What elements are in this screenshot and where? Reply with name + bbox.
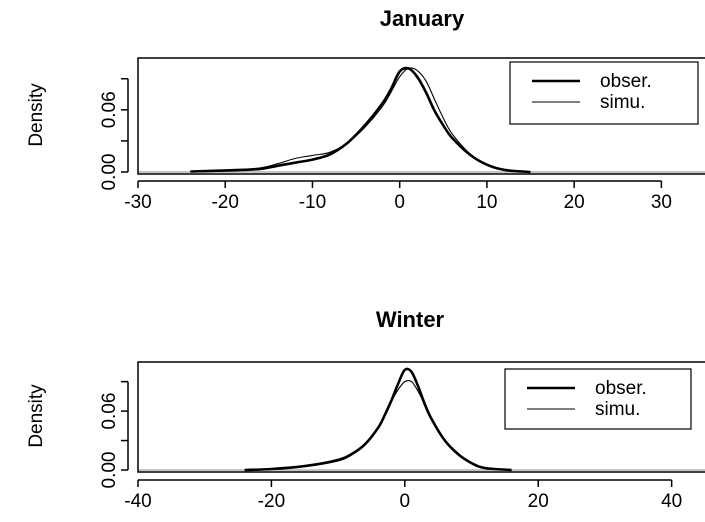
y-tick-label: 0.06 xyxy=(99,91,120,128)
panel-january: January Density -30 -20 -10 0 10 20 30 0.000.0… xyxy=(26,6,705,213)
y-axis-label: Density xyxy=(26,83,47,147)
x-axis: -30 -20 -10 0 10 20 30 xyxy=(124,180,672,213)
series-group xyxy=(138,367,705,472)
x-tick-label: -30 xyxy=(124,192,151,213)
y-tick-label: 0.00 xyxy=(99,154,120,191)
series-line-obser xyxy=(190,66,531,174)
plot-frame xyxy=(137,57,705,175)
x-tick-label: 20 xyxy=(528,491,549,512)
legend-box xyxy=(509,61,699,125)
legend-label: obser. xyxy=(600,71,652,92)
legend: obser.simu. xyxy=(504,368,692,430)
legend-box xyxy=(504,368,692,430)
legend: obser.simu. xyxy=(509,61,699,125)
legend-label: simu. xyxy=(595,399,640,420)
x-tick-label: -20 xyxy=(258,491,285,512)
x-tick-label: -10 xyxy=(299,192,326,213)
series-line-obser xyxy=(244,367,512,472)
x-tick-label: -20 xyxy=(211,192,238,213)
x-tick-label: 30 xyxy=(651,192,672,213)
legend-label: obser. xyxy=(595,378,647,399)
y-axis: 0.00 0.06 xyxy=(99,77,129,191)
y-tick-label: 0.06 xyxy=(99,393,120,430)
legend-label: simu. xyxy=(600,92,645,113)
x-tick-label: 10 xyxy=(476,192,497,213)
series-line-simu xyxy=(244,379,512,471)
x-tick-label: -40 xyxy=(124,491,151,512)
series-group xyxy=(138,66,705,174)
y-axis-label: Density xyxy=(26,384,47,448)
series-line-simu xyxy=(190,67,531,173)
x-tick-label: 0 xyxy=(394,192,405,213)
x-axis: -40 -20 0 20 40 xyxy=(124,479,682,512)
x-tick-label: 0 xyxy=(400,491,411,512)
x-tick-label: 20 xyxy=(564,192,585,213)
panel-winter: Winter Density -40 -20 0 20 40 0.00 0.06 obse… xyxy=(26,307,705,512)
chart-title: January xyxy=(380,6,465,31)
y-axis: 0.00 0.06 xyxy=(99,380,129,489)
chart-title: Winter xyxy=(376,307,445,332)
plot-frame xyxy=(137,361,705,473)
y-tick-label: 0.00 xyxy=(99,452,120,489)
x-tick-label: 40 xyxy=(661,491,682,512)
